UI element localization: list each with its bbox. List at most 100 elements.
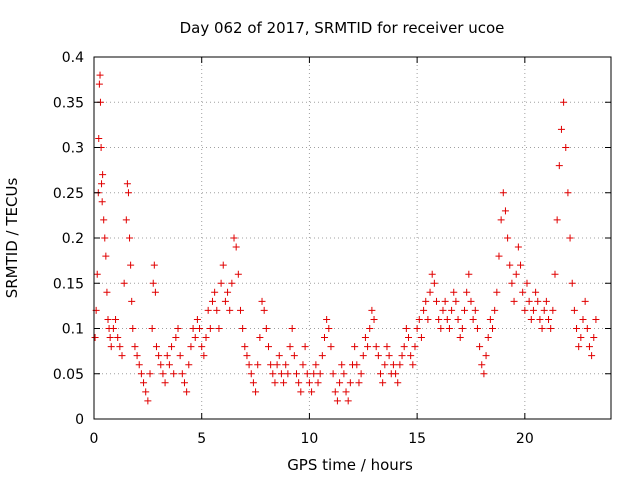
data-point [424, 315, 432, 323]
data-point [590, 334, 598, 342]
data-point [271, 379, 279, 387]
data-point [413, 325, 421, 332]
data-point [400, 343, 408, 351]
data-point [529, 306, 537, 314]
y-tick-label: 0.25 [53, 186, 84, 202]
data-point [172, 334, 180, 342]
data-point [430, 279, 438, 287]
data-point [174, 325, 182, 332]
data-point [273, 361, 281, 369]
data-point [333, 397, 341, 405]
data-point [452, 297, 460, 305]
data-point [510, 297, 518, 305]
data-point [592, 315, 600, 323]
data-point [176, 352, 184, 360]
data-point [178, 370, 186, 378]
data-point [142, 388, 150, 396]
grid-lines [94, 57, 611, 419]
data-point [540, 306, 548, 314]
data-point [415, 315, 423, 323]
data-point [508, 279, 516, 287]
data-point [316, 370, 324, 378]
data-point [542, 297, 550, 305]
data-point [532, 288, 540, 296]
data-point [100, 216, 108, 224]
data-point [501, 207, 509, 215]
data-point [219, 261, 227, 269]
data-point [560, 98, 568, 106]
data-point [131, 343, 139, 351]
data-point [381, 361, 389, 369]
data-point [577, 334, 585, 342]
data-point [562, 144, 570, 151]
data-point [588, 352, 596, 360]
y-tick-label: 0.05 [53, 367, 84, 383]
data-point [206, 325, 214, 332]
data-point [523, 279, 531, 287]
data-point [357, 370, 365, 378]
data-point [478, 361, 486, 369]
data-point [262, 325, 270, 332]
data-point [312, 361, 320, 369]
chart-title: Day 062 of 2017, SRMTID for receiver uco… [180, 19, 505, 37]
data-points [91, 71, 600, 405]
data-point [439, 306, 447, 314]
data-point [364, 343, 372, 351]
x-tick-label: 20 [516, 431, 534, 447]
data-point [187, 343, 195, 351]
data-point [275, 352, 283, 360]
data-point [245, 361, 253, 369]
y-tick-label: 0.15 [53, 276, 84, 292]
data-point [157, 361, 165, 369]
data-point [467, 297, 475, 305]
data-point [150, 261, 158, 269]
data-point [405, 334, 413, 342]
data-point [409, 361, 417, 369]
data-point [480, 370, 488, 378]
data-point [129, 325, 137, 332]
data-point [426, 288, 434, 296]
data-point [482, 352, 490, 360]
data-point [504, 234, 512, 242]
data-point [152, 343, 160, 351]
data-point [264, 343, 272, 351]
data-point [230, 234, 238, 242]
axis-ticks: 0 5 10 15 20 0 0.05 0.1 0.15 0.2 0.25 0.3 0.35 0.4 [53, 50, 611, 447]
data-point [499, 189, 507, 197]
data-point [581, 297, 589, 305]
data-point [443, 315, 451, 323]
y-tick-label: 0.35 [53, 95, 84, 111]
data-point [469, 315, 477, 323]
data-point [290, 352, 298, 360]
data-point [489, 325, 497, 332]
data-point [288, 325, 296, 332]
data-point [398, 352, 406, 360]
data-point [193, 315, 201, 323]
data-point [557, 125, 565, 133]
data-point [239, 325, 247, 332]
data-point [476, 343, 484, 351]
data-point [320, 334, 328, 342]
data-point [461, 306, 469, 314]
data-point [351, 343, 359, 351]
data-point [493, 288, 501, 296]
data-point [359, 352, 367, 360]
data-point [93, 270, 101, 278]
data-point [183, 388, 191, 396]
data-point [295, 379, 303, 387]
data-point [221, 297, 229, 305]
data-point [512, 270, 520, 278]
data-point [292, 370, 300, 378]
data-point [583, 325, 591, 332]
data-point [564, 189, 572, 197]
data-point [198, 343, 206, 351]
data-point [191, 334, 199, 342]
data-point [247, 370, 255, 378]
data-point [128, 297, 136, 305]
data-point [215, 325, 223, 332]
y-tick-label: 0.2 [62, 231, 84, 247]
data-point [420, 306, 428, 314]
data-point [374, 352, 382, 360]
data-point [486, 315, 494, 323]
data-point [435, 315, 443, 323]
